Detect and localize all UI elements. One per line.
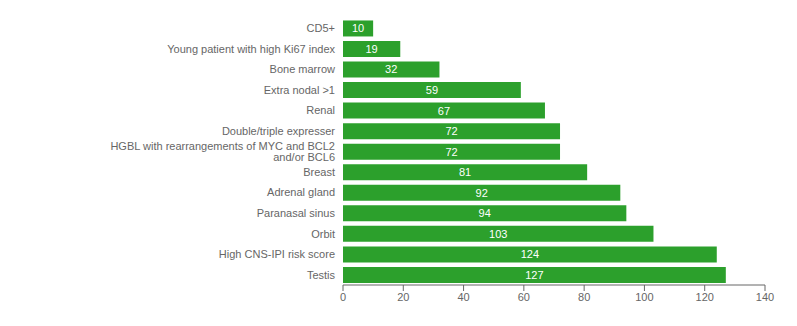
svg-text:67: 67 (438, 105, 450, 117)
svg-text:Testis: Testis (307, 269, 336, 281)
svg-text:80: 80 (578, 291, 590, 303)
svg-text:60: 60 (518, 291, 530, 303)
svg-text:19: 19 (366, 43, 378, 55)
svg-text:140: 140 (756, 291, 774, 303)
svg-text:HGBL with rearrangements of MY: HGBL with rearrangements of MYC and BCL2… (110, 140, 335, 163)
svg-text:40: 40 (457, 291, 469, 303)
svg-text:Extra nodal >1: Extra nodal >1 (264, 84, 335, 96)
svg-text:High CNS-IPI risk score: High CNS-IPI risk score (219, 248, 335, 260)
svg-text:20: 20 (397, 291, 409, 303)
svg-text:81: 81 (459, 166, 471, 178)
svg-text:10: 10 (352, 22, 364, 34)
svg-text:Breast: Breast (303, 166, 335, 178)
svg-text:92: 92 (476, 187, 488, 199)
svg-text:72: 72 (445, 125, 457, 137)
svg-text:120: 120 (696, 291, 714, 303)
svg-text:127: 127 (525, 269, 543, 281)
svg-text:Young patient with high Ki67 i: Young patient with high Ki67 index (167, 43, 335, 55)
svg-text:100: 100 (635, 291, 653, 303)
svg-text:Bone marrow: Bone marrow (270, 63, 335, 75)
svg-text:CD5+: CD5+ (307, 22, 335, 34)
svg-text:94: 94 (479, 207, 491, 219)
svg-text:0: 0 (340, 291, 346, 303)
svg-text:32: 32 (385, 63, 397, 75)
svg-text:103: 103 (489, 228, 507, 240)
svg-text:Adrenal gland: Adrenal gland (267, 186, 335, 198)
svg-text:124: 124 (521, 248, 539, 260)
svg-text:Renal: Renal (306, 104, 335, 116)
svg-text:59: 59 (426, 84, 438, 96)
svg-text:Paranasal sinus: Paranasal sinus (257, 207, 336, 219)
svg-text:Double/triple expresser: Double/triple expresser (222, 125, 335, 137)
svg-text:Orbit: Orbit (311, 228, 335, 240)
svg-text:72: 72 (445, 146, 457, 158)
